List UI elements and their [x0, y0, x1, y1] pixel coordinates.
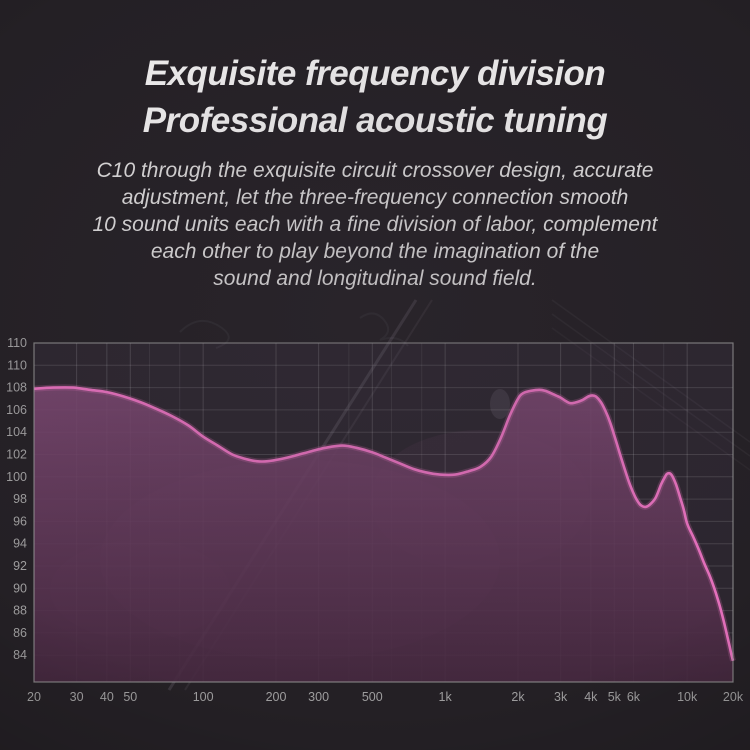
y-axis-label: 104 [6, 425, 27, 439]
x-axis-label: 100 [193, 690, 214, 704]
y-axis-label: 96 [13, 514, 27, 528]
y-axis-label: 100 [6, 470, 27, 484]
paragraph-line: 10 sound units each with a fine division… [92, 213, 658, 236]
y-axis-label: 86 [13, 626, 27, 640]
x-axis-label: 200 [266, 690, 287, 704]
paragraph-line: each other to play beyond the imaginatio… [150, 240, 600, 263]
y-axis-label: 108 [6, 381, 27, 395]
y-axis-label: 110 [7, 336, 27, 350]
paragraph-line: sound and longitudinal sound field. [213, 267, 537, 290]
y-axis-label: 88 [13, 604, 27, 618]
paragraph-line: adjustment, let the three-frequency conn… [121, 186, 629, 209]
x-axis-label: 50 [123, 690, 137, 704]
x-axis-label: 5k [608, 690, 622, 704]
x-axis-label: 4k [584, 690, 598, 704]
y-axis-label: 106 [6, 403, 27, 417]
response-curve [33, 386, 735, 662]
x-axis-label: 20k [723, 690, 744, 704]
x-axis-label: 30 [70, 690, 84, 704]
y-axis-label: 98 [13, 492, 27, 506]
x-axis-label: 300 [308, 690, 329, 704]
page-title: Exquisite frequency division Professiona… [0, 50, 750, 144]
violin-decor-shape [551, 313, 750, 457]
axis-border [33, 342, 734, 683]
violin-decor-shape [551, 299, 750, 443]
description-paragraph: C10 through the exquisite circuit crosso… [35, 157, 715, 292]
title-line-2: Professional acoustic tuning [142, 101, 608, 140]
y-axis-label: 92 [13, 559, 27, 573]
y-axis-label: 110 [7, 358, 27, 372]
x-axis-label: 10k [677, 690, 698, 704]
x-axis-label: 40 [100, 690, 114, 704]
x-axis-label: 500 [362, 690, 383, 704]
y-axis-label: 90 [13, 581, 27, 595]
x-axis-label: 3k [554, 690, 568, 704]
x-axis-label: 20 [27, 690, 41, 704]
y-axis-label: 102 [6, 448, 27, 462]
y-axis-label: 84 [13, 648, 27, 662]
response-area-fill [34, 387, 733, 682]
x-axis-label: 1k [439, 690, 453, 704]
x-axis-label: 2k [511, 690, 525, 704]
title-line-1: Exquisite frequency division [144, 54, 606, 93]
paragraph-line: C10 through the exquisite circuit crosso… [96, 159, 654, 182]
y-axis-label: 94 [13, 537, 27, 551]
violin-decor-shape [490, 389, 510, 419]
violin-decor-shape [359, 312, 409, 347]
violin-decor-shape [551, 327, 750, 471]
x-axis-label: 6k [627, 690, 641, 704]
